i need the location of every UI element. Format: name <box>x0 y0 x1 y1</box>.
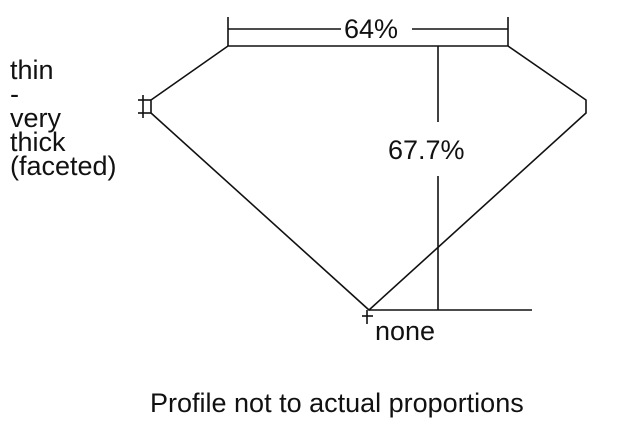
gem-outline <box>150 45 587 312</box>
girdle-label-line: (faceted) <box>10 151 117 181</box>
girdle-label-line: thick <box>10 127 66 157</box>
girdle-label-line: very <box>10 103 62 133</box>
girdle-label-line: - <box>10 79 19 109</box>
girdle-label: thin - very thick (faceted) <box>10 55 117 181</box>
girdle-label-line: thin <box>10 55 54 85</box>
caption: Profile not to actual proportions <box>150 388 524 418</box>
culet-label: none <box>375 316 436 346</box>
table-width-label: 64% <box>344 14 399 44</box>
total-depth-label: 67.7% <box>388 135 465 165</box>
